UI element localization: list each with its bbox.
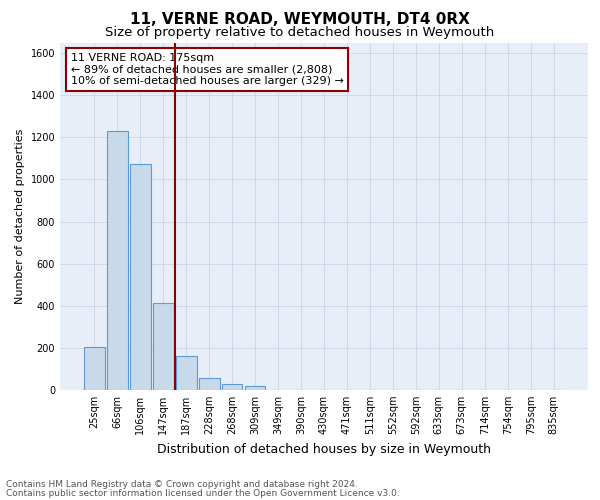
Text: Contains HM Land Registry data © Crown copyright and database right 2024.: Contains HM Land Registry data © Crown c… — [6, 480, 358, 489]
Text: Contains public sector information licensed under the Open Government Licence v3: Contains public sector information licen… — [6, 489, 400, 498]
X-axis label: Distribution of detached houses by size in Weymouth: Distribution of detached houses by size … — [157, 442, 491, 456]
Bar — [153, 302, 173, 390]
Bar — [199, 378, 220, 390]
Y-axis label: Number of detached properties: Number of detached properties — [15, 128, 25, 304]
Bar — [84, 347, 104, 390]
Text: Size of property relative to detached houses in Weymouth: Size of property relative to detached ho… — [106, 26, 494, 39]
Bar — [222, 384, 242, 390]
Text: 11 VERNE ROAD: 175sqm
← 89% of detached houses are smaller (2,808)
10% of semi-d: 11 VERNE ROAD: 175sqm ← 89% of detached … — [71, 53, 343, 86]
Bar — [130, 164, 151, 390]
Bar — [176, 356, 197, 390]
Bar — [245, 386, 265, 390]
Bar — [107, 131, 128, 390]
Text: 11, VERNE ROAD, WEYMOUTH, DT4 0RX: 11, VERNE ROAD, WEYMOUTH, DT4 0RX — [130, 12, 470, 28]
